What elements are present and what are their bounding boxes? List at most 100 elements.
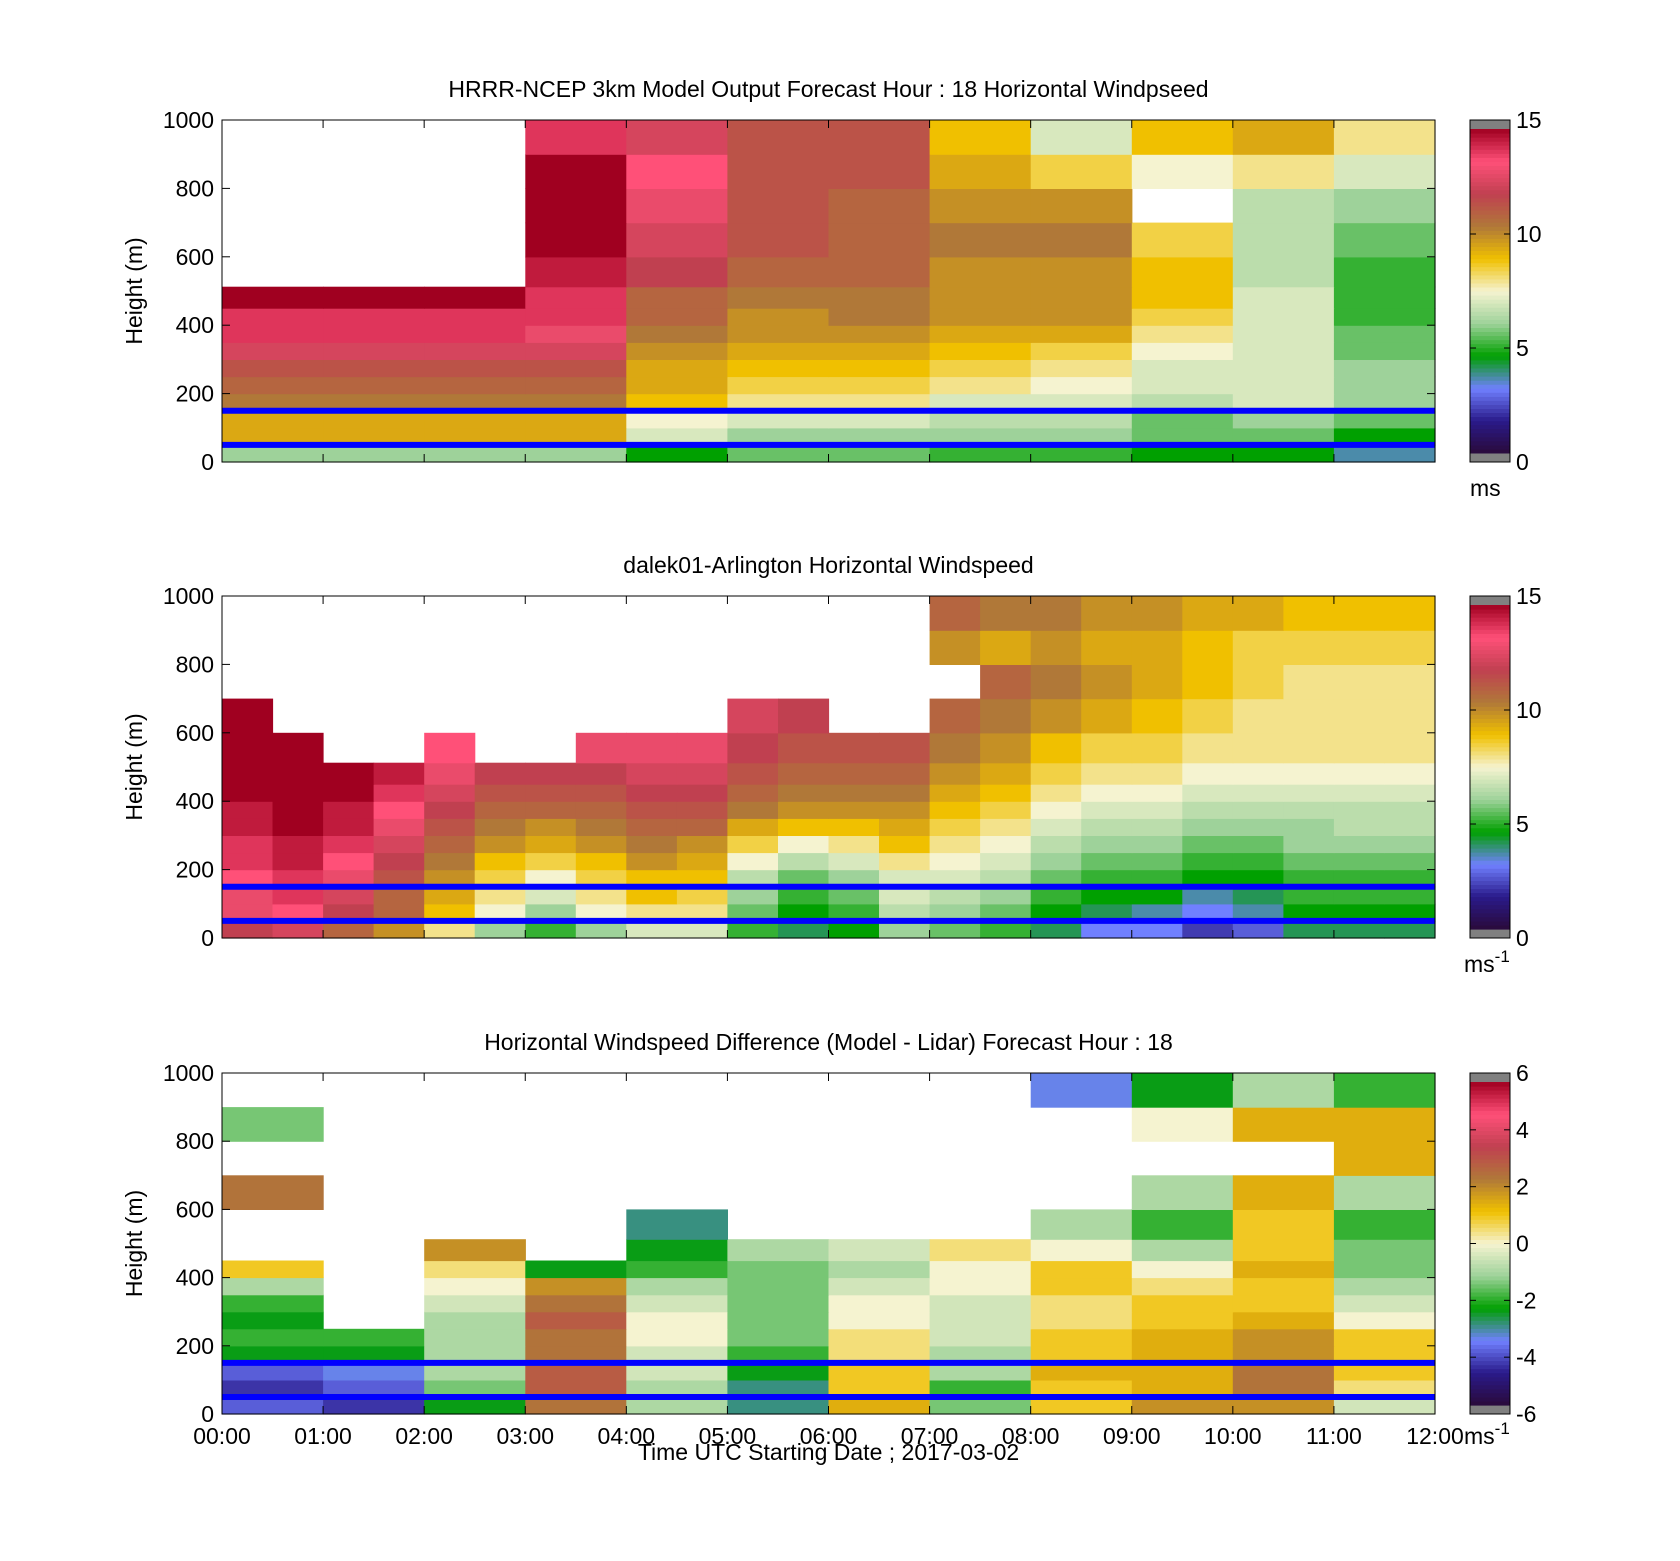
heatmap-cell xyxy=(323,342,425,360)
colorbar-swatch xyxy=(1470,1215,1510,1220)
heatmap-cell xyxy=(1333,1073,1436,1108)
heatmap-cell xyxy=(222,410,324,429)
colorbar-swatch xyxy=(1470,742,1510,748)
heatmap-cell xyxy=(1333,444,1436,463)
heatmap-cell xyxy=(1030,188,1133,224)
heatmap-cell xyxy=(474,886,526,905)
colorbar-swatch xyxy=(1470,1239,1510,1245)
heatmap-cell xyxy=(525,393,627,412)
heatmap-cell xyxy=(676,784,728,802)
colorbar-swatch xyxy=(1470,372,1510,377)
heatmap-cell xyxy=(1030,1073,1133,1108)
heatmap-cell xyxy=(1232,869,1284,888)
heatmap-cell xyxy=(828,325,931,343)
heatmap-cell xyxy=(1333,1379,1436,1398)
heatmap-cell xyxy=(424,732,476,764)
heatmap-cell xyxy=(980,869,1032,888)
colorbar-swatch xyxy=(1470,177,1510,183)
heatmap-cell xyxy=(828,376,931,395)
heatmap-cell xyxy=(778,852,830,871)
colorbar-swatch xyxy=(1470,925,1510,930)
heatmap-cell xyxy=(424,308,526,326)
heatmap-cell xyxy=(1131,1107,1234,1142)
heatmap-cell xyxy=(676,818,728,836)
heatmap-cell xyxy=(1333,1175,1436,1210)
heatmap-cell xyxy=(626,1294,728,1313)
heatmap-cell xyxy=(778,732,830,764)
heatmap-cell xyxy=(323,784,375,802)
colorbar-swatch xyxy=(1470,1263,1510,1269)
heatmap-cell xyxy=(1081,664,1133,700)
colorbar-swatch xyxy=(1470,892,1510,898)
heatmap-cell xyxy=(676,801,728,819)
colorbar-swatch xyxy=(1470,1090,1510,1095)
heatmap-cell xyxy=(1182,886,1234,905)
heatmap-cell xyxy=(929,1260,1032,1279)
heatmap-cell xyxy=(373,920,425,939)
heatmap-cell xyxy=(929,903,981,922)
heatmap-cell xyxy=(272,920,324,939)
colorbar-swatch xyxy=(1470,327,1510,332)
heatmap-cell xyxy=(727,1362,830,1381)
heatmap-cell xyxy=(980,698,1032,734)
colorbar-swatch xyxy=(1470,896,1510,902)
heatmap-cell xyxy=(1182,762,1234,785)
heatmap-cell xyxy=(1232,1379,1335,1398)
heatmap-cell xyxy=(525,762,577,785)
heatmap-cell xyxy=(1131,920,1183,939)
heatmap-cell xyxy=(222,784,274,802)
heatmap-cell xyxy=(1232,835,1284,854)
heatmap-cell xyxy=(626,120,728,155)
heatmap-cell xyxy=(929,1328,1032,1347)
heatmap-cell xyxy=(1333,784,1385,802)
colorbar-swatch xyxy=(1470,376,1510,381)
heatmap-cell xyxy=(929,1362,1032,1381)
heatmap-cell xyxy=(1283,596,1335,631)
heatmap-cell xyxy=(879,801,931,819)
colorbar-swatch xyxy=(1470,1304,1510,1309)
heatmap-cell xyxy=(676,762,728,785)
heatmap-cell xyxy=(980,852,1032,871)
colorbar-swatch xyxy=(1470,645,1510,651)
heatmap-cell xyxy=(727,154,830,189)
heatmap-cell xyxy=(525,1345,627,1364)
colorbar-swatch xyxy=(1470,661,1510,667)
colorbar-swatch xyxy=(1470,799,1510,804)
heatmap-cell xyxy=(980,762,1032,785)
heatmap-cell xyxy=(272,903,324,922)
heatmap-cell xyxy=(575,903,627,922)
heatmap-cell xyxy=(474,903,526,922)
heatmap-cell xyxy=(1283,784,1335,802)
colorbar-swatch xyxy=(1470,1138,1510,1144)
heatmap-cell xyxy=(1232,286,1335,309)
heatmap-cell xyxy=(1232,120,1335,155)
heatmap-cell xyxy=(1081,698,1133,734)
heatmap-cell xyxy=(424,920,476,939)
heatmap-cell xyxy=(929,256,1032,288)
heatmap-cell xyxy=(727,869,779,888)
heatmap-cell xyxy=(879,869,931,888)
heatmap-cell xyxy=(323,444,425,463)
colorbar-swatch xyxy=(1470,787,1510,792)
heatmap-cell xyxy=(424,1362,526,1381)
heatmap-cell xyxy=(929,732,981,764)
heatmap-cell xyxy=(424,1328,526,1347)
colorbar-swatch xyxy=(1470,1348,1510,1354)
heatmap-cell xyxy=(626,286,728,309)
colorbar-swatch xyxy=(1470,254,1510,260)
colorbar-swatch xyxy=(1470,1360,1510,1366)
heatmap-cell xyxy=(1131,732,1183,764)
heatmap-cell xyxy=(424,1239,526,1262)
heatmap-cell xyxy=(828,154,931,189)
colorbar-swatch xyxy=(1470,750,1510,756)
heatmap-cell xyxy=(1333,818,1385,836)
colorbar-swatch xyxy=(1470,303,1510,308)
colorbar-swatch xyxy=(1470,311,1510,316)
heatmap-cell xyxy=(1384,630,1436,665)
heatmap-cell xyxy=(727,427,830,446)
colorbar-swatch xyxy=(1470,1195,1510,1200)
heatmap-cell xyxy=(1131,393,1234,412)
colorbar-swatch xyxy=(1470,408,1510,413)
heatmap-cell xyxy=(1030,630,1082,665)
heatmap-cell xyxy=(727,222,830,258)
